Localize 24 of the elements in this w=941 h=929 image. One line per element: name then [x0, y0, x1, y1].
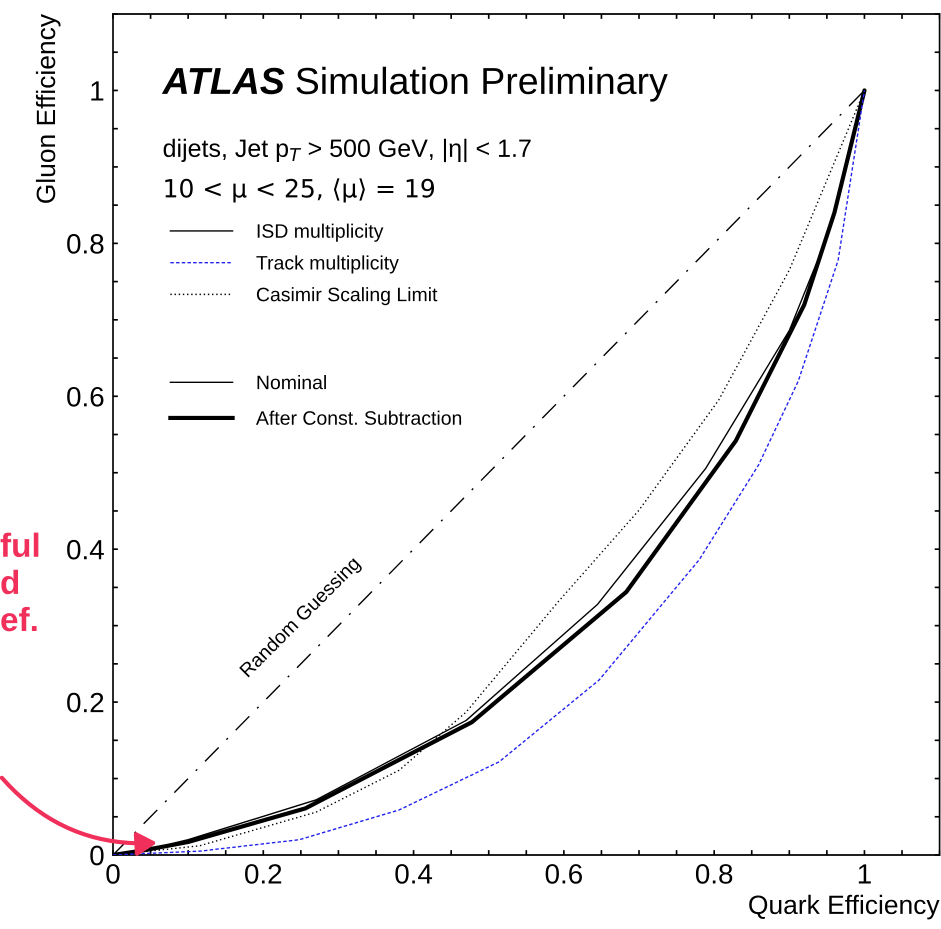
- x-tick-label: 0.6: [546, 864, 582, 884]
- annotation: ATLAS: [162, 68, 284, 94]
- x-tick-label: 0.8: [696, 864, 732, 884]
- text: ful d ef.: [0, 532, 38, 632]
- x-tick-label: 0: [106, 864, 120, 884]
- annotation: dijets, Jet p$_{T}$ > 500 GeV, |η| < 1.7: [164, 138, 531, 162]
- annotation: Simulation Preliminary: [296, 66, 668, 102]
- legend-label: ISD multiplicity: [258, 224, 384, 242]
- legend-label: After Const. Subtraction: [256, 410, 462, 425]
- legend-label: Casimir Scaling Limit: [256, 287, 438, 306]
- x-tick-label: 0.2: [245, 864, 282, 884]
- legend-label: Track multiplicity: [256, 255, 399, 274]
- legend-label: Nominal: [258, 375, 326, 390]
- y-axis-title: Gluon Efficiency: [36, 14, 60, 203]
- x-axis-title: Quark Efficiency: [749, 894, 940, 920]
- y-tick-label: 0.4: [67, 540, 104, 560]
- y-tick-label: 0.6: [67, 386, 104, 407]
- annotation: 10 < μ < 25, ⟨μ⟩ = 19: [165, 178, 434, 203]
- y-tick-label: 1: [91, 81, 104, 101]
- x-tick-label: 1: [858, 864, 871, 884]
- y-tick-label: 0.8: [67, 234, 104, 254]
- x-tick-label: 0.4: [395, 864, 432, 884]
- y-tick-label: 0.2: [67, 692, 104, 712]
- y-tick-label: 0: [90, 846, 104, 866]
